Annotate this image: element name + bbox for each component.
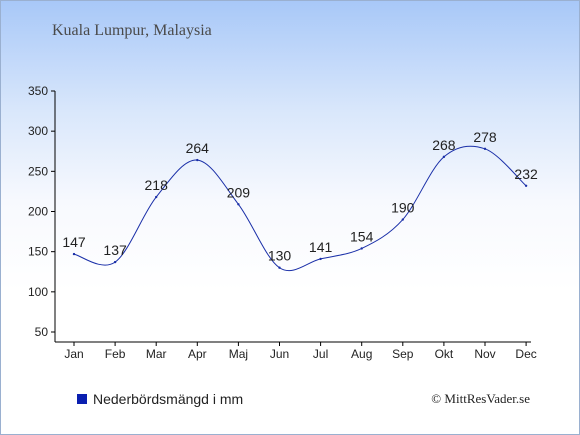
y-tick-label: 50	[35, 325, 49, 339]
data-point	[155, 195, 158, 199]
y-tick-label: 250	[28, 164, 48, 178]
y-tick-label: 300	[28, 124, 48, 138]
data-label: 137	[103, 242, 127, 258]
y-tick-label: 150	[28, 245, 48, 259]
y-tick-label: 350	[28, 84, 48, 98]
data-label: 130	[268, 248, 292, 264]
data-point	[442, 155, 446, 159]
data-point	[319, 257, 322, 261]
credit-text: © MittResVader.se	[431, 391, 530, 406]
x-tick-label: Jul	[313, 347, 328, 361]
x-tick-label: Nov	[474, 347, 495, 361]
data-point	[237, 203, 240, 206]
x-tick-label: Jun	[270, 347, 289, 361]
data-label: 209	[227, 184, 251, 200]
x-tick-label: Okt	[435, 347, 454, 361]
series-line	[73, 145, 527, 272]
data-point	[196, 158, 199, 162]
legend: Nederbördsmängd i mm	[77, 391, 243, 407]
legend-label: Nederbördsmängd i mm	[93, 391, 244, 407]
y-tick-label: 100	[28, 285, 48, 299]
data-point	[113, 260, 117, 264]
x-tick-label: Maj	[229, 347, 248, 361]
chart-title: Kuala Lumpur, Malaysia	[52, 22, 212, 39]
data-label: 147	[62, 234, 86, 250]
x-tick-label: Apr	[188, 347, 207, 361]
data-point	[524, 184, 528, 187]
data-label: 141	[309, 239, 333, 255]
x-tick-label: Aug	[351, 347, 372, 361]
data-label: 278	[473, 129, 497, 145]
x-tick-label: Feb	[105, 347, 126, 361]
data-label: 190	[391, 200, 415, 216]
y-tick-label: 200	[28, 205, 48, 219]
data-point	[72, 252, 76, 256]
data-label: 232	[514, 166, 538, 182]
data-point	[483, 147, 487, 151]
data-label: 218	[145, 177, 169, 193]
data-label: 268	[432, 137, 456, 153]
x-tick-label: Sep	[392, 347, 414, 361]
x-tick-label: Dec	[515, 347, 536, 361]
data-label: 264	[186, 140, 210, 156]
legend-swatch	[77, 394, 87, 404]
data-label: 154	[350, 228, 374, 244]
x-tick-label: Mar	[146, 347, 167, 361]
x-tick-label: Jan	[64, 347, 83, 361]
data-point	[278, 266, 281, 269]
data-point	[401, 218, 404, 221]
data-point	[360, 247, 363, 250]
